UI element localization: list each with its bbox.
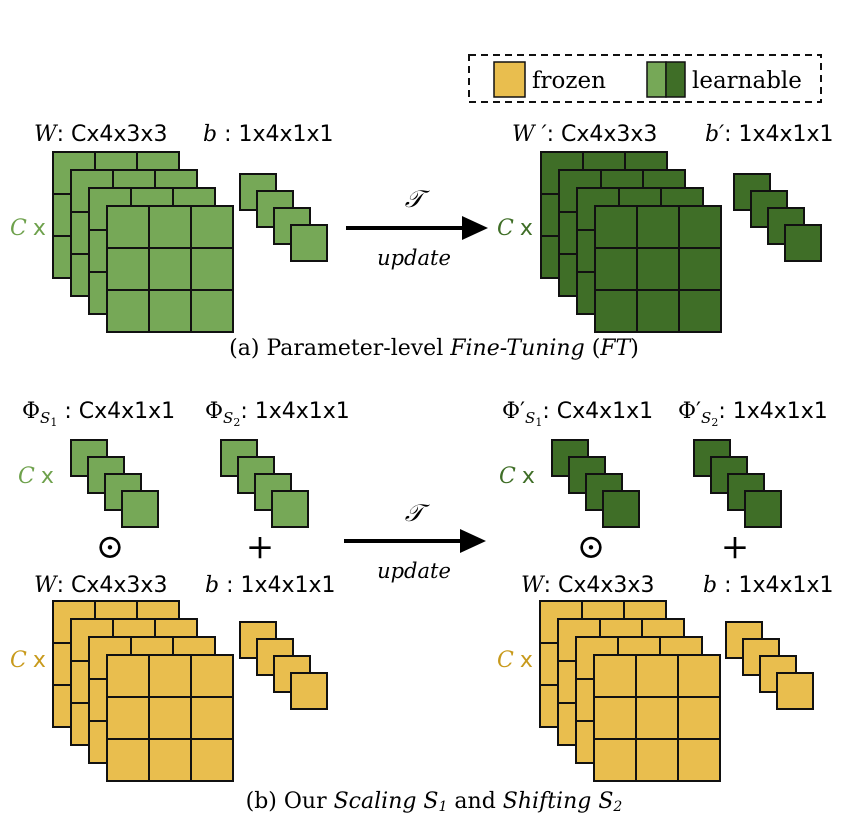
frozen-bias-stack-right	[725, 621, 814, 710]
kernel-layer-box	[594, 205, 722, 333]
label-b: b : 1x4x1x1	[203, 122, 334, 147]
legend-frozen-label: frozen	[532, 68, 606, 94]
w-prime-symbol: W ′	[512, 122, 547, 147]
caption-b: (b) Our Scaling S1 and Shifting S2	[246, 789, 623, 815]
arrow-head	[462, 216, 488, 240]
update-arrow-a: 𝒯 update	[346, 185, 488, 270]
b-dims: : 1x4x1x1	[217, 122, 333, 147]
channel-cell	[784, 224, 822, 262]
legend-frozen-swatch	[493, 61, 526, 98]
label-b-b-left: b : 1x4x1x1	[205, 573, 336, 598]
plus-operator-left: +	[246, 527, 275, 567]
frozen-weight-stack-right	[539, 600, 721, 782]
kernel-layer	[593, 654, 721, 782]
channel-cell	[271, 490, 309, 528]
scaling-stack-left	[70, 439, 159, 528]
kernel-layer-box	[593, 654, 721, 782]
channel-cell	[744, 490, 782, 528]
legend-box	[468, 54, 822, 103]
frozen-bias-stack-left	[239, 621, 328, 710]
arrow-t-symbol: 𝒯	[405, 185, 431, 213]
kernel-layer	[594, 205, 722, 333]
w-prime-dims: : Cx4x3x3	[547, 122, 658, 147]
legend-learnable-swatch-light	[646, 61, 667, 98]
channel-cell	[290, 672, 328, 710]
arrow-t-symbol: 𝒯	[405, 499, 431, 527]
weight-stack-a-left	[52, 151, 234, 333]
caption-a: (a) Parameter-level Fine-Tuning (FT)	[229, 336, 639, 361]
update-arrow-b: 𝒯 update	[344, 499, 486, 583]
odot-operator-right: ⊙	[577, 527, 606, 567]
weight-stack-a-right	[540, 151, 722, 333]
odot-operator-left: ⊙	[96, 527, 125, 567]
label-w: W: Cx4x3x3	[34, 122, 167, 147]
kernel-layer	[106, 205, 234, 333]
legend: frozen learnable	[468, 54, 822, 103]
panel-b: ΦS1 : Cx4x1x1 ΦS2: 1x4x1x1 Φ′S1: Cx4x1x1…	[10, 399, 834, 815]
b-prime-symbol: b′	[705, 122, 724, 147]
plus-operator-right: +	[721, 527, 750, 567]
arrow-head	[460, 529, 486, 553]
channel-cell	[776, 672, 814, 710]
label-w-b-left: W: Cx4x3x3	[34, 573, 167, 598]
scaling-stack-right	[551, 439, 640, 528]
channel-cell	[121, 490, 159, 528]
shifting-stack-left	[220, 439, 309, 528]
legend-learnable-swatch-dark	[665, 61, 686, 98]
label-b-b-right: b : 1x4x1x1	[703, 573, 834, 598]
label-w-b-right: W: Cx4x3x3	[521, 573, 654, 598]
arrow-update-label: update	[377, 246, 451, 270]
panel-a: W: Cx4x3x3 b : 1x4x1x1 W ′: Cx4x3x3 b′: …	[10, 122, 834, 361]
label-phi-s2: ΦS2: 1x4x1x1	[205, 399, 350, 429]
b-prime-dims: : 1x4x1x1	[724, 122, 833, 147]
bias-stack-a-left	[239, 173, 328, 262]
bias-stack-a-right	[733, 173, 822, 262]
channel-cell	[290, 224, 328, 262]
channel-cell	[602, 490, 640, 528]
arrow-update-label: update	[377, 559, 451, 583]
w-dims: : Cx4x3x3	[57, 122, 168, 147]
w-symbol: W	[34, 122, 59, 147]
kernel-layer	[106, 654, 234, 782]
shifting-stack-right	[693, 439, 782, 528]
label-phi-s1: ΦS1 : Cx4x1x1	[22, 399, 175, 429]
label-phi-prime-s1: Φ′S1: Cx4x1x1	[502, 399, 653, 429]
label-phi-prime-s2: Φ′S2: 1x4x1x1	[678, 399, 828, 429]
label-b-prime: b′: 1x4x1x1	[705, 122, 834, 147]
frozen-weight-stack-left	[52, 600, 234, 782]
label-w-prime: W ′: Cx4x3x3	[512, 122, 657, 147]
kernel-layer-box	[106, 205, 234, 333]
kernel-layer-box	[106, 654, 234, 782]
legend-learnable-label: learnable	[692, 68, 802, 94]
b-symbol: b	[203, 122, 217, 147]
